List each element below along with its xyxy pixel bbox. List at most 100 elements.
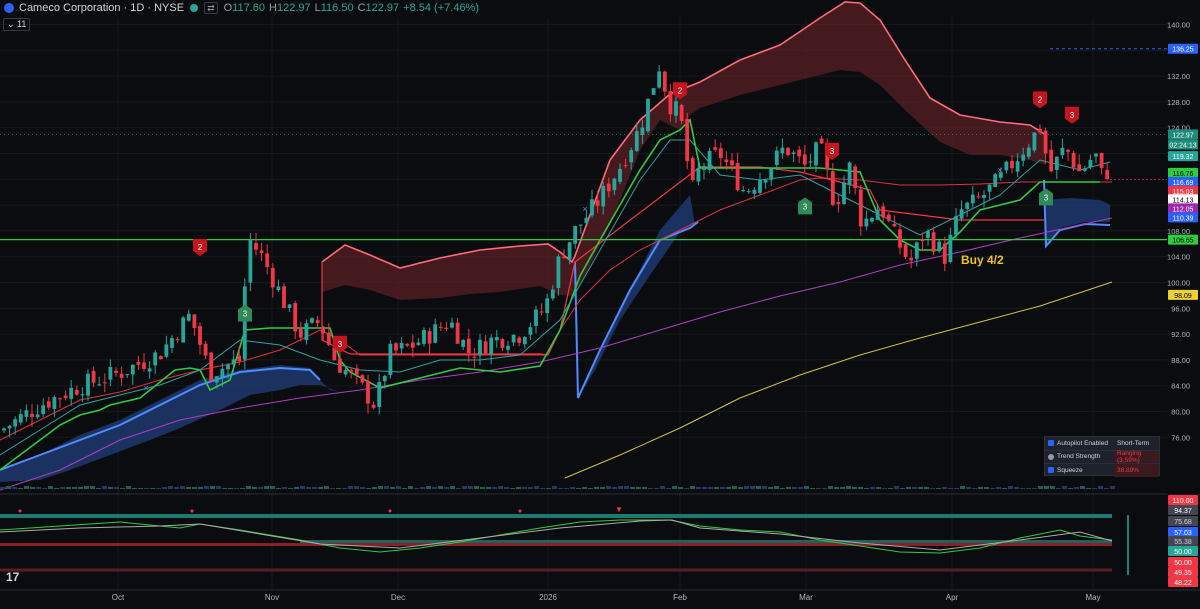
volume-bar: [858, 487, 863, 489]
volume-bar: [450, 486, 455, 489]
signal-label: 3: [803, 202, 808, 211]
volume-bar: [282, 487, 287, 489]
volume-bar: [252, 487, 257, 489]
candle: [651, 88, 656, 95]
volume-bar: [54, 488, 59, 489]
osc-band: [0, 514, 1112, 518]
candle: [466, 338, 471, 353]
volume-bar: [624, 486, 629, 489]
candle: [690, 158, 695, 180]
candle: [158, 356, 163, 360]
candle: [259, 250, 264, 254]
candle: [360, 375, 365, 383]
volume-bar: [234, 488, 239, 489]
low-label: L: [314, 2, 321, 14]
candle: [254, 243, 258, 250]
candle: [1054, 156, 1059, 170]
candle: [354, 368, 359, 375]
candle: [590, 199, 594, 216]
candle: [858, 189, 863, 227]
volume-bar: [444, 487, 449, 489]
volume-bar: [690, 486, 695, 489]
volume-bar: [114, 487, 119, 489]
candle: [108, 367, 113, 380]
candle: [987, 184, 992, 192]
candle: [310, 318, 314, 323]
candle: [808, 161, 813, 163]
candle: [993, 174, 998, 188]
price-badge: [1168, 185, 1198, 196]
candle: [674, 101, 678, 116]
buy-marker-shape: [238, 304, 252, 322]
candle: [881, 206, 886, 218]
volume-bar: [894, 486, 899, 489]
candle: [461, 340, 466, 347]
volume-bar: [270, 486, 275, 489]
sell-signal-marker: 2: [673, 82, 687, 100]
panel-key: Autopilot Enabled: [1057, 439, 1108, 447]
sell-marker-shape: [673, 82, 687, 100]
candle: [1060, 147, 1065, 156]
candle: [819, 138, 824, 144]
volume-bar: [132, 488, 137, 489]
candle: [24, 410, 29, 417]
symbol-title[interactable]: Cameco Corporation · 1D · NYSE: [19, 2, 185, 14]
volume-bar: [1080, 486, 1085, 489]
price-badge-label: 106.65: [1172, 238, 1194, 245]
volume-bar: [312, 487, 317, 489]
volume-bar: [246, 486, 251, 489]
candle: [298, 328, 303, 338]
volume-bar: [744, 486, 749, 489]
candle: [338, 358, 342, 373]
candle: [567, 242, 572, 260]
candle: [920, 239, 925, 242]
candle: [909, 257, 914, 261]
candle: [399, 342, 404, 349]
candle: [702, 166, 706, 170]
volume-bar: [522, 487, 527, 489]
compare-button[interactable]: ⇄: [204, 2, 218, 14]
candle: [976, 196, 981, 198]
candle: [332, 346, 337, 361]
volume-bar: [1104, 488, 1109, 489]
tradingview-logo-icon[interactable]: 17: [6, 570, 20, 584]
volume-bar: [642, 487, 647, 489]
volume-bar: [294, 487, 299, 489]
candle: [63, 395, 68, 399]
candle: [752, 189, 757, 194]
volume-bar: [840, 487, 845, 489]
candle: [892, 223, 897, 227]
osc-band: [300, 540, 1112, 543]
indicators-toggle[interactable]: ⌄ 11: [3, 18, 31, 31]
volume-bar: [384, 486, 389, 489]
price-tick-label: 96.00: [1171, 304, 1190, 313]
volume-bar: [990, 488, 995, 489]
price-badge: [1168, 139, 1198, 150]
volume-bar: [1032, 488, 1037, 489]
time-tick-label: Feb: [673, 593, 687, 602]
candle: [601, 185, 606, 207]
volume-bar: [210, 486, 215, 489]
volume-bar: [48, 486, 53, 489]
volume-bar: [300, 486, 305, 489]
volume-bar: [1026, 488, 1031, 489]
volume-bar: [120, 488, 125, 489]
candle: [926, 231, 930, 238]
osc-dot: [190, 509, 194, 513]
candle: [758, 180, 762, 193]
volume-bar: [396, 486, 401, 489]
cross-marker-icon: ×: [997, 165, 1002, 175]
volume-bar: [720, 487, 725, 489]
volume-bar: [762, 486, 767, 489]
candle: [349, 370, 354, 372]
buy-annotation[interactable]: Buy 4/2: [961, 253, 1004, 267]
support-line: [1043, 179, 1111, 249]
candle: [634, 131, 639, 151]
candle: [186, 313, 191, 321]
price-badge-label: 119.32: [1173, 154, 1194, 161]
volume-bar: [738, 487, 743, 489]
candle: [629, 150, 634, 163]
volume-bar: [204, 486, 209, 489]
price-badge: [1168, 167, 1198, 178]
